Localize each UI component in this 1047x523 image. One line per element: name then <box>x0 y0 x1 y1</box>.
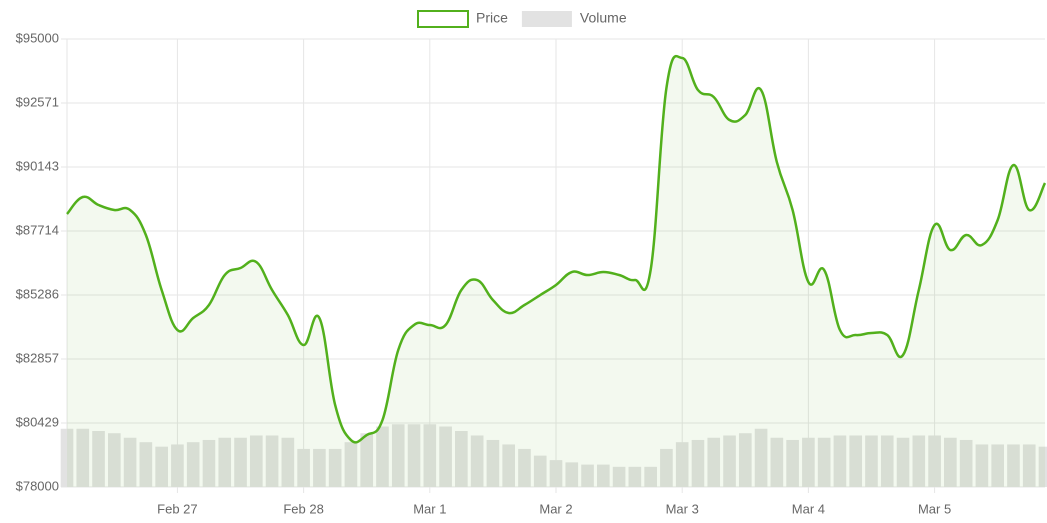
volume-bar <box>376 426 389 487</box>
volume-bar <box>865 435 878 487</box>
volume-bar <box>439 426 452 487</box>
volume-bar <box>944 437 957 487</box>
volume-bar <box>1022 444 1036 487</box>
x-tick-label: Mar 1 <box>413 501 446 516</box>
volume-bar <box>959 439 973 487</box>
volume-bar <box>92 431 105 487</box>
x-tick-label: Mar 2 <box>539 501 572 516</box>
volume-bar <box>108 433 121 487</box>
volume-bar <box>186 442 200 487</box>
price-line <box>66 54 1047 444</box>
volume-bar <box>391 424 405 487</box>
volume-bar <box>218 437 232 487</box>
x-tick-label: Mar 3 <box>666 501 699 516</box>
legend-swatch <box>417 10 469 28</box>
volume-bar <box>281 437 295 487</box>
volume-bar <box>123 437 137 487</box>
volume-bar <box>644 466 657 487</box>
y-tick-label: $95000 <box>16 30 59 45</box>
volume-bar <box>297 448 310 487</box>
volume-bar <box>360 433 374 487</box>
volume-bar <box>265 435 279 487</box>
volume-bar <box>849 435 863 487</box>
volume-bar <box>660 448 673 487</box>
volume-bar <box>786 439 799 487</box>
volume-bar <box>455 431 468 487</box>
x-tick-label: Mar 5 <box>918 501 951 516</box>
volume-bar <box>723 435 736 487</box>
volume-bar <box>549 460 563 487</box>
y-tick-label: $90143 <box>16 158 59 173</box>
volume-bar <box>738 433 752 487</box>
volume-bar <box>139 442 153 487</box>
y-tick-label: $85286 <box>16 286 59 301</box>
y-tick-label: $92571 <box>16 94 59 109</box>
legend-label: Volume <box>580 10 627 26</box>
volume-bar <box>502 444 515 487</box>
legend-swatch <box>521 11 572 27</box>
volume-bar <box>597 464 610 487</box>
volume-bar <box>344 442 358 487</box>
volume-bar <box>328 448 342 487</box>
volume-bar <box>802 437 815 487</box>
volume-bar <box>912 435 926 487</box>
y-tick-label: $78000 <box>16 478 59 493</box>
volume-bar <box>155 446 168 487</box>
volume-bar <box>249 435 263 487</box>
volume-bar <box>833 435 847 487</box>
volume-bar <box>423 424 437 487</box>
volume-bar <box>612 466 626 487</box>
price-area <box>67 56 1045 487</box>
volume-bar <box>202 439 216 487</box>
volume-bar <box>76 428 90 487</box>
volume-bar <box>770 437 784 487</box>
volume-bar <box>928 435 941 487</box>
volume-bar <box>234 437 247 487</box>
volume-bar <box>675 442 689 487</box>
volume-bar <box>817 437 831 487</box>
volume-bar <box>486 439 500 487</box>
volume-bar <box>975 444 989 487</box>
y-tick-label: $80429 <box>16 414 59 429</box>
legend-label: Price <box>476 10 508 26</box>
volume-bar <box>533 455 547 487</box>
volume-bar <box>470 435 484 487</box>
volume-bar <box>407 424 421 487</box>
volume-bar <box>691 439 705 487</box>
volume-bar <box>60 428 74 487</box>
x-tick-label: Feb 28 <box>283 501 323 516</box>
volume-bar <box>707 437 721 487</box>
volume-bar <box>880 435 894 487</box>
x-tick-label: Mar 4 <box>792 501 825 516</box>
volume-bar <box>991 444 1004 487</box>
volume-bar <box>1038 446 1047 487</box>
y-tick-label: $82857 <box>16 350 59 365</box>
volume-bar <box>581 464 594 487</box>
y-tick-label: $87714 <box>16 222 59 237</box>
volume-bar <box>313 448 326 487</box>
volume-bar <box>1007 444 1020 487</box>
x-tick-label: Feb 27 <box>157 501 197 516</box>
volume-bar <box>628 466 642 487</box>
volume-bar <box>171 444 184 487</box>
volume-bar <box>565 462 579 487</box>
volume-bar <box>518 448 531 487</box>
volume-bar <box>896 437 910 487</box>
volume-bar <box>754 428 768 487</box>
